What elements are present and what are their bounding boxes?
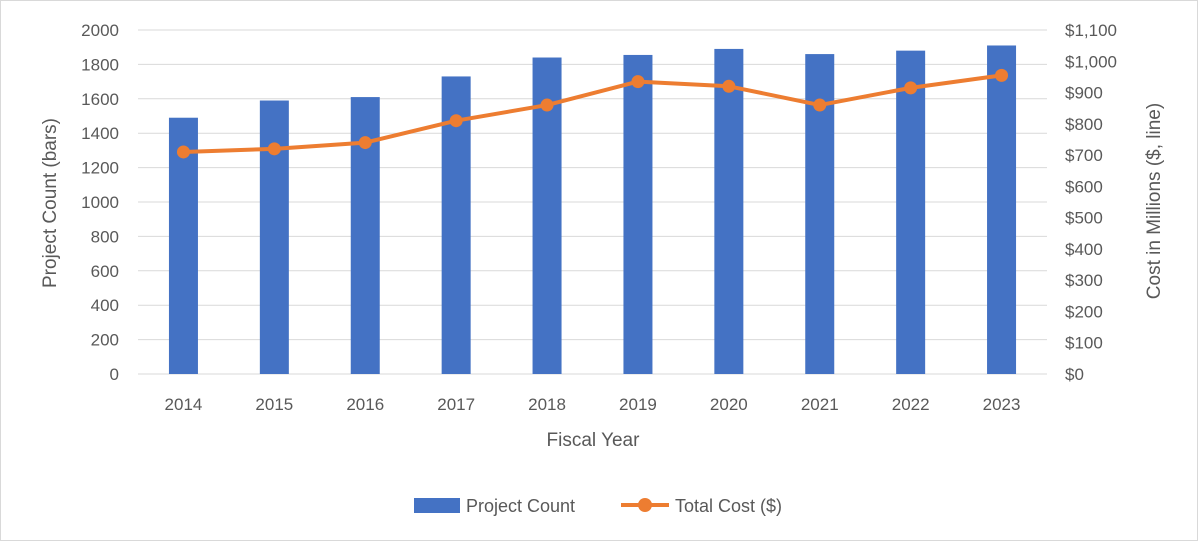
line-point (904, 81, 918, 95)
x-axis-title: Fiscal Year (547, 430, 641, 451)
y2-axis-title: Cost in Millions ($, line) (1144, 103, 1165, 299)
x-tick-label: 2015 (255, 395, 293, 414)
line-point (358, 136, 372, 150)
x-tick-label: 2020 (710, 395, 748, 414)
x-tick-label: 2018 (528, 395, 566, 414)
line-point (540, 98, 554, 112)
y-tick-label: 0 (110, 365, 119, 384)
bar (168, 117, 198, 374)
bar (987, 45, 1017, 374)
x-tick-label: 2014 (165, 395, 203, 414)
bar (259, 100, 289, 375)
y2-tick-label: $100 (1065, 334, 1103, 353)
y-tick-label: 1600 (81, 90, 119, 109)
line-point (813, 98, 827, 112)
y2-tick-label: $400 (1065, 240, 1103, 259)
legend-label-project-count: Project Count (466, 496, 575, 516)
x-tick-label: 2019 (619, 395, 657, 414)
line-point (722, 79, 736, 93)
y2-tick-label: $900 (1065, 84, 1103, 103)
x-tick-label: 2023 (983, 395, 1021, 414)
y-tick-label: 400 (91, 296, 119, 315)
y2-tick-label: $1,100 (1065, 21, 1117, 40)
left-axis-ticks: 0 200 400 600 800 1000 1200 1400 1600 1800 2000 (81, 21, 119, 384)
y-tick-label: 1800 (81, 55, 119, 74)
line-point (995, 68, 1009, 82)
line-point (176, 145, 190, 159)
x-tick-label: 2021 (801, 395, 839, 414)
y-tick-label: 1200 (81, 159, 119, 178)
y2-tick-label: $700 (1065, 146, 1103, 165)
bar (896, 50, 926, 374)
bar (714, 48, 744, 375)
y-tick-label: 1400 (81, 124, 119, 143)
bar-series (168, 45, 1017, 375)
legend-label-total-cost: Total Cost ($) (675, 496, 782, 516)
y2-tick-label: $300 (1065, 271, 1103, 290)
line-point (267, 142, 281, 156)
right-axis-ticks: $0 $100 $200 $300 $400 $500 $600 $700 $800 $900 $1… (1065, 21, 1117, 384)
gridlines (138, 29, 1047, 375)
y-tick-label: 200 (91, 331, 119, 350)
y-tick-label: 2000 (81, 21, 119, 40)
x-axis-ticks: 2014 2015 2016 2017 2018 2019 2020 2021 2022 2023 (165, 395, 1021, 414)
x-tick-label: 2022 (892, 395, 930, 414)
y2-tick-label: $0 (1065, 365, 1084, 384)
y2-tick-label: $1,000 (1065, 52, 1117, 71)
line-series (176, 68, 1009, 159)
legend: Project Count Total Cost ($) (414, 496, 782, 516)
y-tick-label: 800 (91, 227, 119, 246)
y-tick-label: 600 (91, 262, 119, 281)
legend-swatch-project-count (414, 498, 460, 513)
y2-tick-label: $800 (1065, 115, 1103, 134)
line-point (449, 114, 463, 128)
y-axis-title: Project Count (bars) (40, 118, 61, 288)
line-point (631, 75, 645, 89)
legend-swatch-total-cost-marker (638, 498, 652, 512)
y2-tick-label: $200 (1065, 302, 1103, 321)
y-tick-label: 1000 (81, 193, 119, 212)
series-line (181, 73, 1004, 154)
x-tick-label: 2017 (437, 395, 475, 414)
y2-tick-label: $500 (1065, 209, 1103, 228)
y2-tick-label: $600 (1065, 177, 1103, 196)
bar (623, 54, 653, 374)
x-tick-label: 2016 (346, 395, 384, 414)
